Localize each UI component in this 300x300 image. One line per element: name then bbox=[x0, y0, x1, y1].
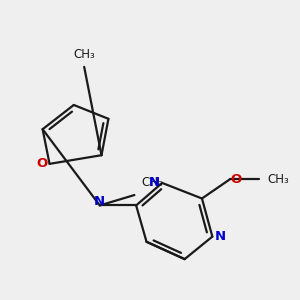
Text: CH₃: CH₃ bbox=[73, 48, 95, 61]
Text: N: N bbox=[149, 176, 160, 189]
Text: CH₃: CH₃ bbox=[268, 173, 289, 186]
Text: N: N bbox=[214, 230, 226, 243]
Text: N: N bbox=[94, 196, 105, 208]
Text: O: O bbox=[230, 173, 242, 186]
Text: CH₃: CH₃ bbox=[141, 176, 163, 189]
Text: O: O bbox=[36, 158, 47, 170]
